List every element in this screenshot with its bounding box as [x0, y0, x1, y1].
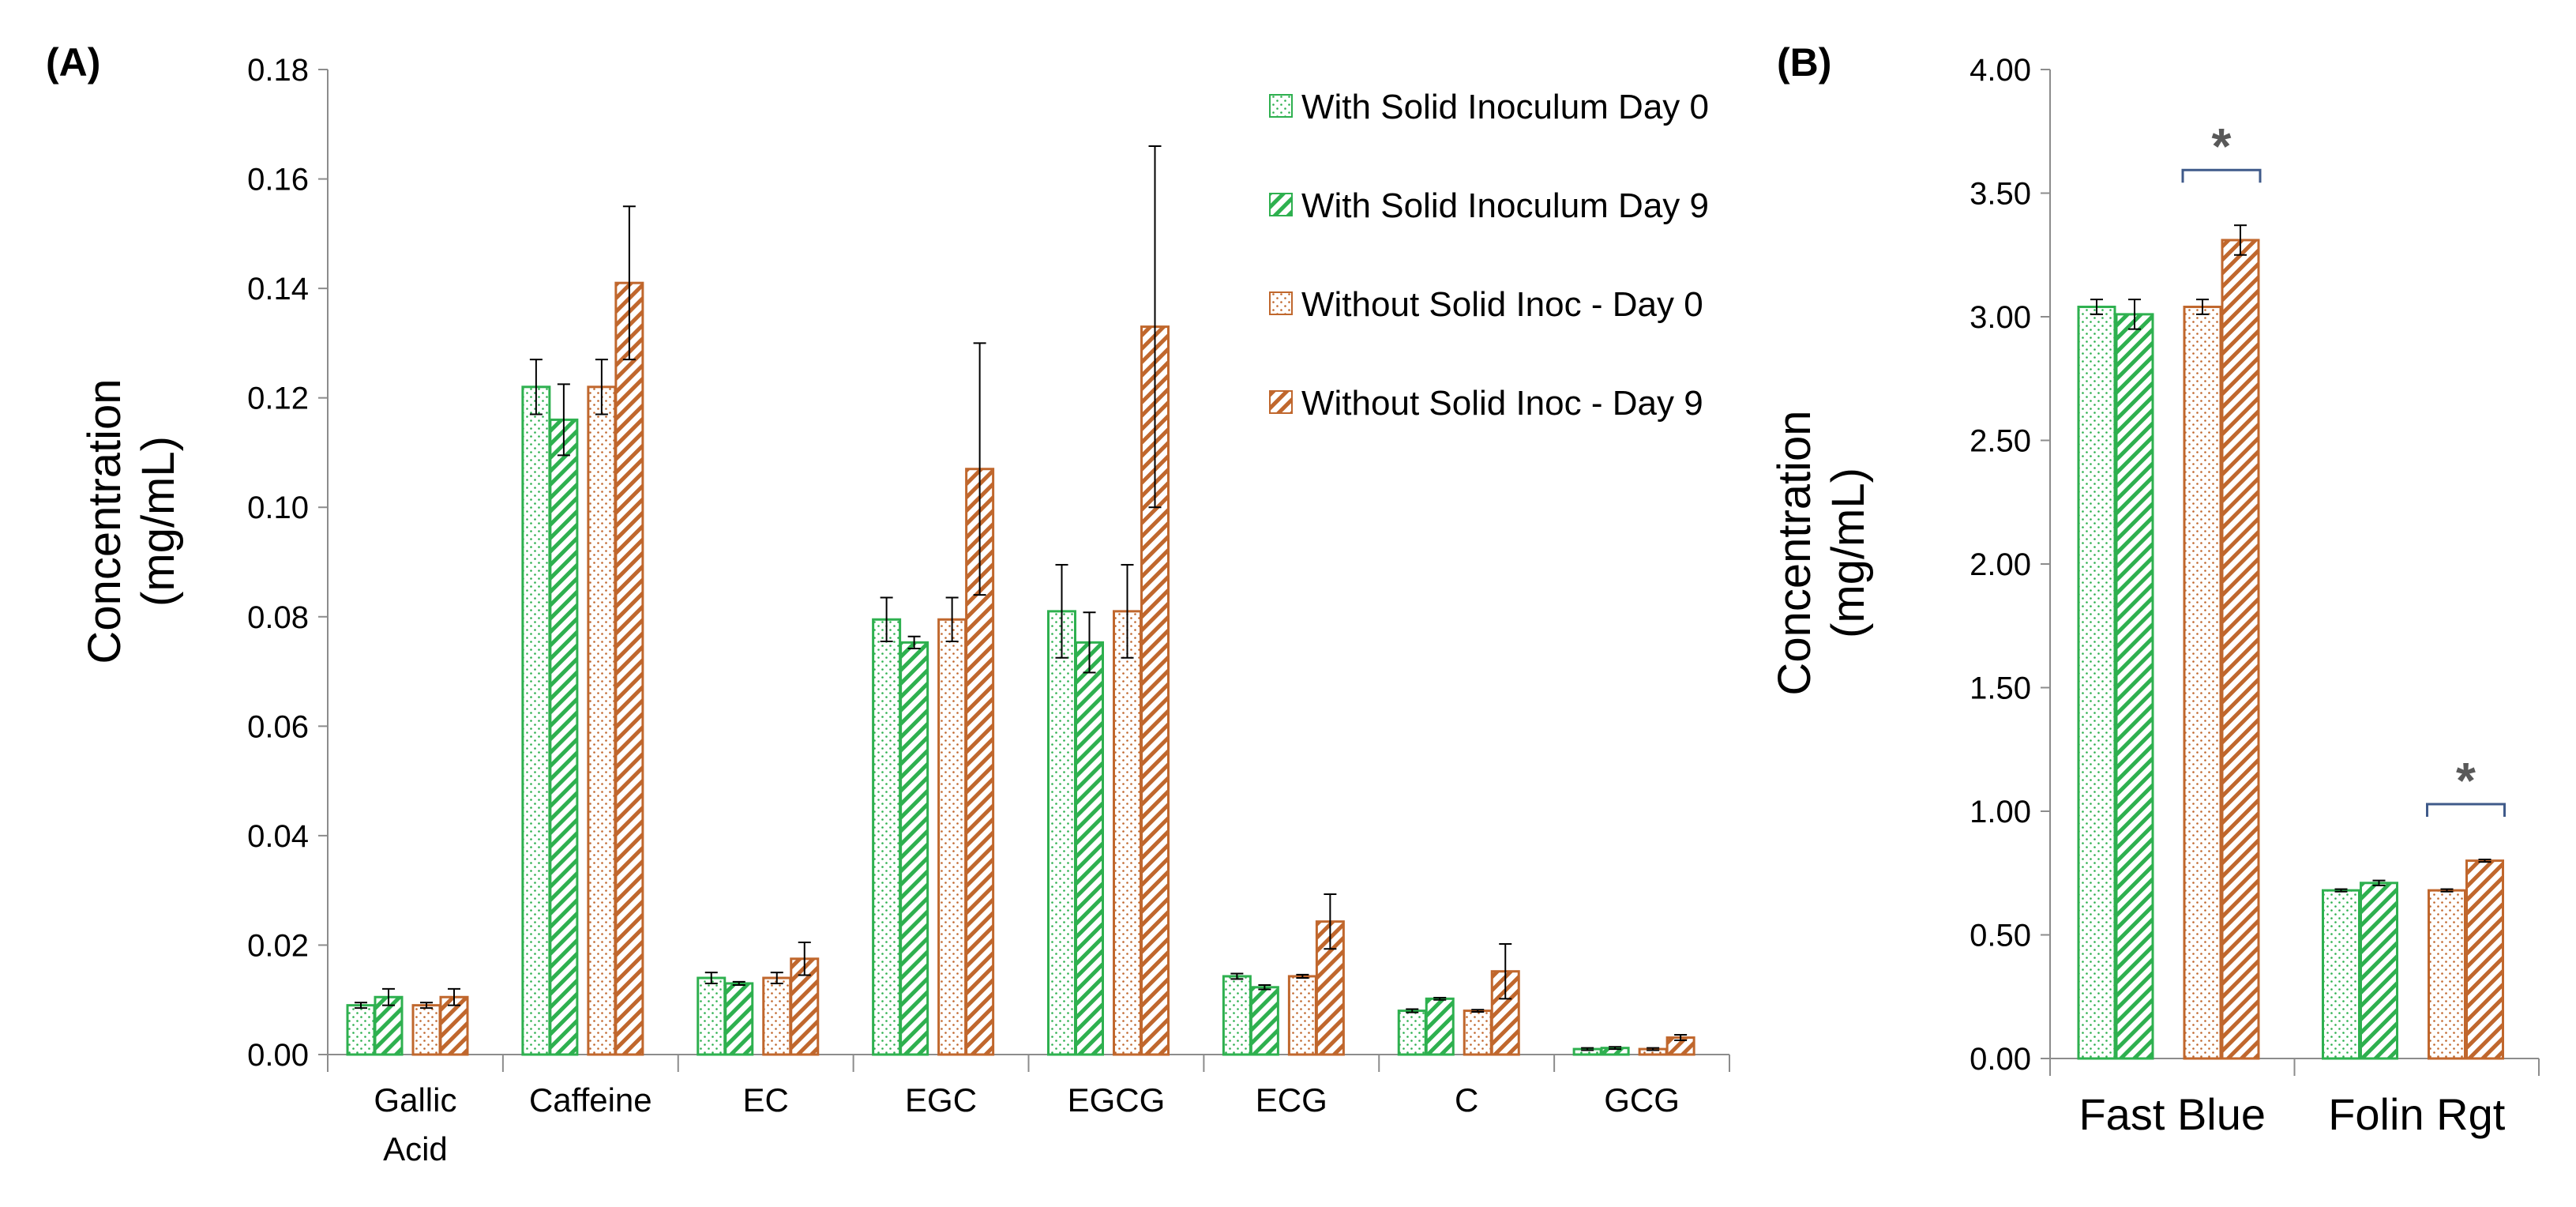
panel-b-ylabel-line1: Concentration [1769, 410, 1820, 695]
y-tick-label: 0.12 [247, 382, 309, 416]
panel-a-label: (A) [46, 40, 100, 85]
bar-with-day0 [697, 976, 727, 1056]
bar-without-day0 [762, 976, 792, 1056]
bar-with-day9 [899, 641, 929, 1056]
panel-a-ylabel: Concentration (mg/mL) [79, 378, 184, 664]
x-category-label: Caffeine [529, 1081, 652, 1119]
y-tick-label: 2.00 [1970, 547, 2031, 582]
y-tick-label: 4.00 [1970, 53, 2031, 88]
bar-without-day0 [1287, 975, 1317, 1056]
bar-with-day9 [1249, 986, 1279, 1056]
x-category-label: GCG [1604, 1081, 1680, 1119]
x-category-label: ECG [1256, 1081, 1327, 1119]
bar-with-day9 [2115, 313, 2154, 1060]
bar-without-day0 [2428, 889, 2466, 1060]
legend-label-with-day0: With Solid Inoculum Day 0 [1301, 88, 1709, 126]
x-category-label: C [1455, 1081, 1478, 1119]
panel-a-ylabel-line1: Concentration [79, 378, 130, 664]
panel-b-label: (B) [1777, 40, 1831, 85]
y-tick-label: 3.00 [1970, 300, 2031, 335]
x-category-label: Acid [383, 1130, 448, 1168]
panel-a-plot: 0.00 0.02 0.04 0.06 0.08 0.10 0.12 0.14 0.16 0.18… [247, 53, 1730, 1168]
bar-without-day9 [2221, 239, 2260, 1060]
bar-with-day0 [521, 385, 551, 1056]
bar-with-day0 [1397, 1010, 1427, 1056]
bar-with-day9 [1425, 997, 1455, 1056]
y-tick-label: 1.50 [1970, 671, 2031, 706]
bar-without-day9 [2465, 859, 2504, 1060]
legend-swatch-without-day9 [1269, 390, 1293, 414]
significance-marker: * [2456, 752, 2476, 809]
y-tick-label: 0.10 [247, 491, 309, 525]
bar-without-day9 [614, 281, 644, 1056]
y-tick-label: 0.18 [247, 53, 309, 88]
y-tick-label: 3.50 [1970, 177, 2031, 212]
significance-bracket [2426, 803, 2506, 818]
panel-b-ylabel-line2: (mg/mL) [1823, 468, 1874, 638]
panel-b-ylabel: Concentration (mg/mL) [1769, 410, 1874, 695]
bar-without-day0 [587, 385, 617, 1056]
y-tick-label: 2.50 [1970, 424, 2031, 459]
x-category-label: EC [743, 1081, 789, 1119]
x-category-label: Fast Blue [2078, 1089, 2266, 1139]
bar-with-day0 [1222, 975, 1252, 1056]
bar-with-day9 [374, 995, 404, 1056]
bar-with-day0 [872, 618, 902, 1056]
bar-with-day9 [549, 418, 579, 1056]
panel-b-plot: 0.00 0.50 1.00 1.50 2.00 2.50 3.00 3.50 4.00 Fast… [1970, 53, 2540, 1139]
x-category-label: Gallic [374, 1081, 456, 1119]
legend-label-without-day0: Without Solid Inoc - Day 0 [1301, 285, 1703, 324]
bar-with-day0 [346, 1004, 376, 1056]
bar-without-day0 [1463, 1010, 1493, 1056]
significance-marker: * [2212, 118, 2232, 175]
panel-a-ylabel-line2: (mg/mL) [133, 436, 184, 607]
significance-bracket [2181, 168, 2262, 183]
bar-with-day0 [2077, 305, 2116, 1060]
y-tick-label: 1.00 [1970, 795, 2031, 829]
y-tick-label: 0.50 [1970, 919, 2031, 953]
legend: With Solid Inoculum Day 0 With Solid Ino… [1269, 88, 1709, 423]
x-category-label: EGC [905, 1081, 977, 1119]
legend-swatch-without-day0 [1269, 291, 1293, 315]
y-tick-label: 0.00 [247, 1038, 309, 1073]
bar-without-day0 [937, 618, 967, 1056]
legend-label-without-day9: Without Solid Inoc - Day 9 [1301, 384, 1703, 423]
y-tick-label: 0.16 [247, 163, 309, 197]
y-tick-label: 0.14 [247, 272, 309, 306]
x-category-label: Folin Rgt [2328, 1089, 2506, 1139]
bar-without-day0 [2183, 305, 2222, 1060]
legend-swatch-with-day9 [1269, 193, 1293, 216]
legend-label-with-day9: With Solid Inoculum Day 9 [1301, 186, 1709, 225]
bar-with-day9 [724, 982, 754, 1056]
y-tick-label: 0.00 [1970, 1042, 2031, 1077]
x-category-label: EGCG [1068, 1081, 1166, 1119]
bar-without-day0 [1113, 610, 1142, 1056]
bar-with-day0 [2322, 889, 2360, 1060]
legend-swatch-with-day0 [1269, 94, 1293, 118]
bar-with-day9 [1075, 641, 1104, 1056]
y-tick-label: 0.04 [247, 819, 309, 854]
bar-with-day9 [2360, 882, 2398, 1060]
y-tick-label: 0.08 [247, 600, 309, 635]
y-tick-label: 0.06 [247, 709, 309, 744]
bar-without-day0 [411, 1004, 441, 1056]
bar-without-day9 [1315, 920, 1345, 1056]
bar-with-day0 [1047, 610, 1076, 1056]
y-tick-label: 0.02 [247, 928, 309, 963]
